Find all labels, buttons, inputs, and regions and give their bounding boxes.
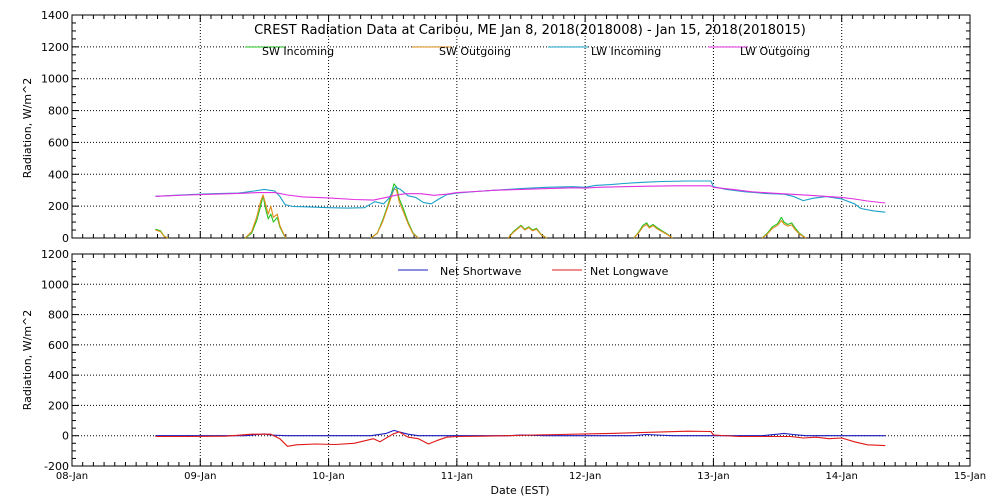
top-legend: SW Incoming SW Outgoing LW Incoming LW O… xyxy=(245,45,810,58)
legend-sw-incoming: SW Incoming xyxy=(262,45,334,58)
legend-lw-outgoing: LW Outgoing xyxy=(740,45,810,58)
top-panel: 0 200 400 600 800 1000 1200 1400 CREST Radiatio… xyxy=(21,9,971,245)
legend-net-longwave: Net Longwave xyxy=(590,265,669,278)
legend-lw-incoming: LW Incoming xyxy=(591,45,661,58)
bottom-grid xyxy=(72,254,970,466)
x-tick-label: 10-Jan xyxy=(312,471,344,482)
bottom-series-lines xyxy=(155,429,886,447)
series-line-sw-incoming xyxy=(155,184,885,238)
top-y-tick-label: 600 xyxy=(48,136,69,149)
bottom-y-tick-label: 200 xyxy=(48,399,69,412)
series-line-sw-outgoing xyxy=(155,189,885,238)
bottom-legend: Net Shortwave Net Longwave xyxy=(398,265,669,278)
top-grid xyxy=(72,15,970,238)
bottom-plot-frame xyxy=(71,253,971,467)
top-y-tick-label: 0 xyxy=(62,232,69,245)
top-y-tick-label: 800 xyxy=(48,105,69,118)
top-y-tick-label: 1400 xyxy=(41,9,69,22)
bottom-y-tick-label: 0 xyxy=(62,430,69,443)
bottom-y-axis-label: Radiation, W/m^2 xyxy=(21,310,34,411)
bottom-axis-ticks: 08-Jan 09-Jan 10-Jan 11-Jan 12-Jan 13-Jan 14-J… xyxy=(41,248,986,482)
x-tick-label: 09-Jan xyxy=(184,471,216,482)
legend-net-shortwave: Net Shortwave xyxy=(440,265,522,278)
series-line-lw-outgoing xyxy=(155,185,886,204)
bottom-y-tick-label: 1000 xyxy=(41,278,69,291)
x-tick-label: 11-Jan xyxy=(441,471,473,482)
x-tick-label: 14-Jan xyxy=(826,471,858,482)
chart-title: CREST Radiation Data at Caribou, ME Jan … xyxy=(254,23,806,38)
top-series-lines xyxy=(155,180,886,238)
bottom-panel: 08-Jan 09-Jan 10-Jan 11-Jan 12-Jan 13-Jan 14-J… xyxy=(21,248,986,497)
x-tick-label: 12-Jan xyxy=(569,471,601,482)
x-tick-label: 15-Jan xyxy=(954,471,986,482)
top-y-tick-label: 400 xyxy=(48,168,69,181)
top-y-tick-label: 200 xyxy=(48,200,69,213)
x-axis-label: Date (EST) xyxy=(490,484,549,497)
legend-sw-outgoing: SW Outgoing xyxy=(439,45,511,58)
series-line-net-longwave xyxy=(155,430,886,447)
bottom-y-tick-label: 1200 xyxy=(41,248,69,261)
x-tick-label: 08-Jan xyxy=(56,471,88,482)
top-y-tick-label: 1200 xyxy=(41,41,69,54)
top-y-tick-label: 1000 xyxy=(41,73,69,86)
top-plot-frame xyxy=(71,14,971,239)
bottom-y-tick-label: 600 xyxy=(48,339,69,352)
bottom-y-tick-label: -200 xyxy=(44,460,69,473)
x-tick-label: 13-Jan xyxy=(697,471,729,482)
top-y-axis-label: Radiation, W/m^2 xyxy=(21,78,34,179)
bottom-y-tick-label: 800 xyxy=(48,309,69,322)
bottom-y-tick-label: 400 xyxy=(48,369,69,382)
top-axis-ticks: 0 200 400 600 800 1000 1200 1400 xyxy=(41,9,971,245)
